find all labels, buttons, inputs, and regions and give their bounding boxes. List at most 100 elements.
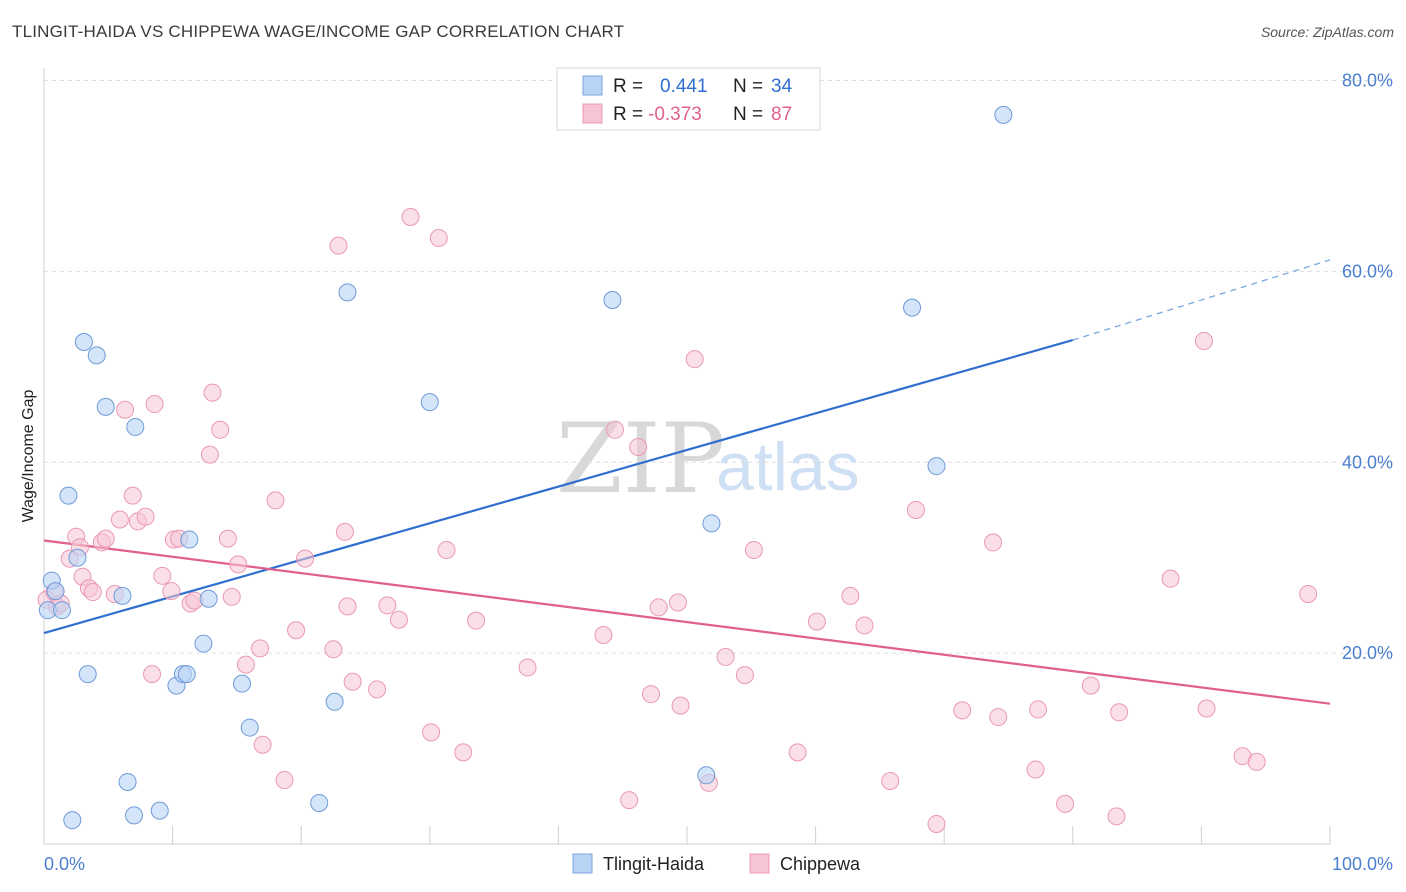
tlingit-haida-point (63, 811, 82, 830)
chippewa-point (343, 672, 362, 691)
chippewa-point (422, 723, 441, 742)
chippewa-point (855, 616, 874, 635)
chippewa-point (1194, 332, 1213, 351)
chippewa-point (275, 771, 294, 790)
trend-lines (43, 259, 1331, 705)
chippewa-point (1197, 699, 1216, 718)
trend-line-chippewa (43, 539, 1331, 705)
tick-labels: 20.0% 40.0% 60.0% 80.0% 0.0% 100.0% (44, 71, 1393, 875)
chippewa-point (629, 437, 648, 456)
tlingit-haida-point (150, 801, 169, 820)
chippewa-point (989, 708, 1008, 727)
y-tick-label: 40.0% (1342, 452, 1393, 472)
chippewa-point (685, 350, 704, 369)
legend-r-value-2: -0.373 (648, 104, 702, 125)
chippewa-point (253, 735, 272, 754)
tlingit-haida-point (113, 586, 132, 605)
chippewa-point (1161, 569, 1180, 588)
watermark: ZIP atlas (556, 403, 860, 515)
tlingit-haida-point (59, 486, 78, 505)
trend-line-tlingit-haida (43, 339, 1074, 635)
chippewa-point (162, 582, 181, 601)
chippewa-point (236, 655, 255, 674)
tlingit-haida-point (46, 582, 65, 601)
chippewa-point (668, 593, 687, 612)
chippewa-point (1081, 676, 1100, 695)
tlingit-haida-point (177, 665, 196, 684)
source-label: Source: ZipAtlas.com (1260, 24, 1394, 40)
chippewa-point (229, 555, 248, 574)
chippewa-point (744, 541, 763, 560)
chippewa-point (203, 383, 222, 402)
chippewa-point (324, 640, 343, 659)
chippewa-point (296, 549, 315, 568)
y-tick-label: 60.0% (1342, 261, 1393, 281)
legend-r-label-1: R = (613, 76, 643, 97)
chippewa-point (266, 491, 285, 510)
chippewa-point (594, 625, 613, 644)
legend-swatch-tlingit-haida (572, 853, 593, 874)
chippewa-point (378, 596, 397, 615)
chippewa-point (251, 639, 270, 658)
chart-title: TLINGIT-HAIDA VS CHIPPEWA WAGE/INCOME GA… (12, 22, 625, 41)
chippewa-point (735, 666, 754, 685)
tlingit-haida-point (994, 105, 1013, 124)
tlingit-haida-point (903, 298, 922, 317)
chippewa-point (881, 772, 900, 791)
chippewa-point (96, 529, 115, 548)
chippewa-point (1056, 794, 1075, 813)
series-legend: Tlingit-Haida Chippewa (572, 853, 861, 874)
legend-r-label-2: R = (613, 104, 643, 125)
chippewa-point (641, 685, 660, 704)
tlingit-haida-point (240, 718, 259, 737)
chippewa-point (145, 395, 164, 414)
chippewa-point (437, 541, 456, 560)
chippewa-point (335, 522, 354, 541)
axes (43, 68, 1331, 845)
tlingit-haida-point (325, 692, 344, 711)
y-tick-label: 80.0% (1342, 71, 1393, 91)
tlingit-haida-point (118, 772, 137, 791)
chippewa-point (620, 791, 639, 810)
chippewa-point (1247, 752, 1266, 771)
tlingit-haida-point (194, 634, 213, 653)
legend-n-value-2: 87 (771, 104, 792, 125)
chippewa-point (389, 610, 408, 629)
chippewa-point (788, 743, 807, 762)
tlingit-haida-point (702, 514, 721, 533)
tlingit-haida-point (78, 665, 97, 684)
legend-swatch-blue (582, 75, 603, 96)
tlingit-haida-point (68, 548, 87, 567)
chippewa-point (143, 665, 162, 684)
watermark-atlas: atlas (716, 429, 860, 505)
y-axis-label: Wage/Income Gap (20, 390, 37, 523)
chippewa-point (467, 611, 486, 630)
chippewa-point (211, 420, 230, 439)
chippewa-point (716, 647, 735, 666)
correlation-legend: R = 0.441 N = 34 R = -0.373 N = 87 (556, 67, 821, 131)
chippewa-point (518, 658, 537, 677)
tlingit-haida-point (603, 291, 622, 310)
chippewa-point (222, 587, 241, 606)
chippewa-point (401, 207, 420, 226)
tlingit-haida-point (125, 806, 144, 825)
x-tick-label: 100.0% (1332, 854, 1393, 874)
tlingit-haida-point (74, 332, 93, 351)
chippewa-points (37, 207, 1318, 833)
chippewa-point (329, 236, 348, 255)
chippewa-point (136, 507, 155, 526)
chippewa-point (116, 400, 135, 419)
legend-label-chippewa: Chippewa (780, 854, 861, 874)
legend-n-label-2: N = (733, 104, 763, 125)
tlingit-haida-point (87, 346, 106, 365)
tlingit-haida-point (96, 397, 115, 416)
chippewa-point (454, 743, 473, 762)
chippewa-point (338, 597, 357, 616)
trend-line-tlingit-haida-extension (1072, 259, 1331, 341)
tlingit-haida-point (927, 457, 946, 476)
chippewa-point (1110, 703, 1129, 722)
tlingit-haida-point (126, 417, 145, 436)
chippewa-point (841, 586, 860, 605)
y-tick-label: 20.0% (1342, 643, 1393, 663)
